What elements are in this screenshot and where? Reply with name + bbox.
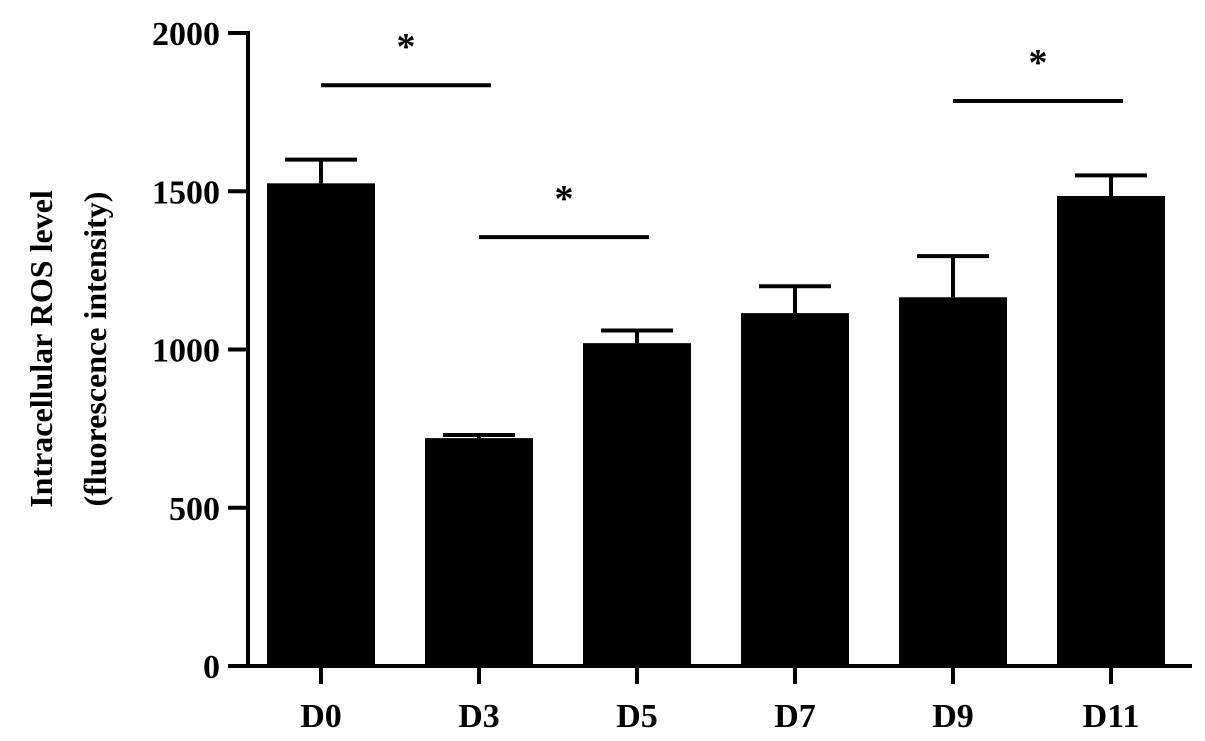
significance-marker-1: * xyxy=(321,26,491,88)
bar-d3 xyxy=(425,438,533,666)
bar-d9 xyxy=(899,297,1007,666)
error-bar-d5 xyxy=(601,328,673,344)
y-tick-label-1500: 1500 xyxy=(152,174,220,211)
bar-d7 xyxy=(741,313,849,666)
y-tick-label-1000: 1000 xyxy=(152,333,220,370)
error-bar-d7 xyxy=(759,284,831,314)
x-tick-label-d9: D9 xyxy=(932,698,974,735)
error-bar-d3 xyxy=(443,432,515,439)
error-bar-d0 xyxy=(285,157,357,184)
error-bar-d9 xyxy=(917,254,989,298)
bar-d5 xyxy=(583,343,691,666)
significance-star: * xyxy=(1029,42,1048,84)
significance-star: * xyxy=(555,178,574,220)
bar-d11 xyxy=(1057,195,1165,666)
axes-layer: 0 500 1000 1500 2000 D0 D3 D5 D7 D9 D11 xyxy=(152,16,1192,735)
x-tick-label-d11: D11 xyxy=(1083,698,1140,735)
significance-marker-2: * xyxy=(479,178,649,240)
significance-layer: * * * xyxy=(321,26,1123,240)
bar-d0 xyxy=(267,183,375,666)
error-bars-layer xyxy=(285,157,1147,439)
y-axis-title-line-2: (fluorescence intensity) xyxy=(77,192,113,507)
x-tick-label-d3: D3 xyxy=(458,698,500,735)
x-tick-label-d5: D5 xyxy=(616,698,658,735)
error-bar-d11 xyxy=(1075,173,1147,196)
y-tick-label-2000: 2000 xyxy=(152,16,220,53)
x-tick-label-d7: D7 xyxy=(774,698,816,735)
significance-marker-3: * xyxy=(953,42,1123,104)
significance-star: * xyxy=(397,26,416,68)
bars-layer xyxy=(267,183,1165,666)
y-axis-title-line-1: Intracellular ROS level xyxy=(23,190,59,508)
x-tick-label-d0: D0 xyxy=(300,698,342,735)
y-tick-label-0: 0 xyxy=(203,649,220,686)
y-axis-title: Intracellular ROS level (fluorescence in… xyxy=(23,190,113,508)
y-tick-label-500: 500 xyxy=(169,491,220,528)
